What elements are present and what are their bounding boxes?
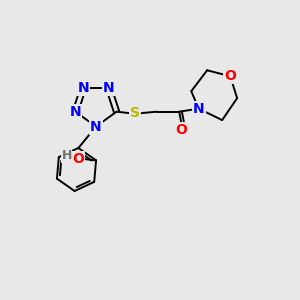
Text: N: N bbox=[70, 105, 81, 119]
Text: N: N bbox=[103, 80, 115, 94]
Text: N: N bbox=[90, 120, 102, 134]
Text: O: O bbox=[224, 69, 236, 83]
Text: N: N bbox=[193, 102, 205, 116]
Text: H: H bbox=[61, 149, 72, 162]
Text: N: N bbox=[77, 80, 89, 94]
Text: S: S bbox=[130, 106, 140, 120]
Text: O: O bbox=[176, 123, 188, 137]
Text: O: O bbox=[72, 152, 84, 166]
